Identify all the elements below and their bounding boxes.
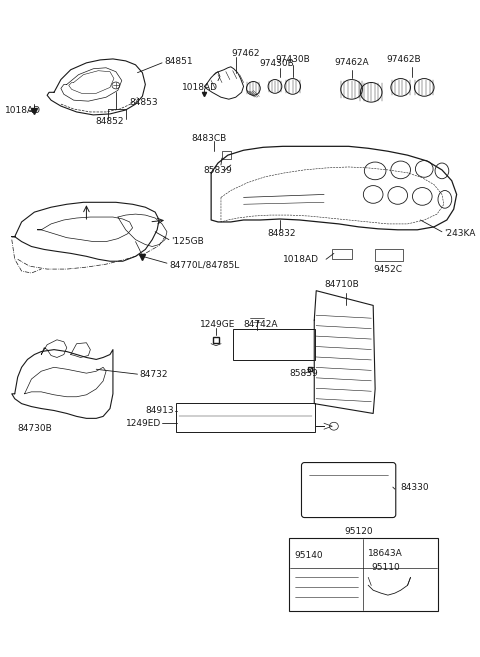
Text: 95110: 95110 xyxy=(371,563,400,572)
Text: 18643A: 18643A xyxy=(368,549,403,558)
Ellipse shape xyxy=(329,422,338,430)
Text: 97462: 97462 xyxy=(232,49,260,58)
Text: 1249ED: 1249ED xyxy=(126,419,161,428)
Text: 1018AD: 1018AD xyxy=(5,106,41,116)
Text: 97462A: 97462A xyxy=(334,58,369,68)
Text: 95140: 95140 xyxy=(295,551,323,560)
Text: '125GB: '125GB xyxy=(171,237,204,246)
Text: 84851: 84851 xyxy=(164,57,192,66)
Text: 1249GE: 1249GE xyxy=(200,319,236,328)
Text: 8483CB: 8483CB xyxy=(192,134,227,143)
Text: 97430B: 97430B xyxy=(259,59,294,68)
Text: 84913: 84913 xyxy=(145,406,174,415)
Text: 95120: 95120 xyxy=(344,527,373,536)
Bar xyxy=(332,250,351,260)
Text: 84852: 84852 xyxy=(96,118,124,126)
Bar xyxy=(375,250,403,261)
Text: 84742A: 84742A xyxy=(243,319,278,328)
Text: 84832: 84832 xyxy=(267,229,296,238)
Text: 84330: 84330 xyxy=(401,483,429,491)
Text: '243KA: '243KA xyxy=(444,229,475,238)
Text: 97430B: 97430B xyxy=(275,55,310,64)
Text: 97462B: 97462B xyxy=(386,55,420,64)
Bar xyxy=(222,151,231,159)
Text: 84710B: 84710B xyxy=(324,281,359,289)
Text: 84730B: 84730B xyxy=(18,424,52,433)
Text: 1018AD: 1018AD xyxy=(283,255,319,263)
Text: 9452C: 9452C xyxy=(373,265,402,273)
Text: 84853: 84853 xyxy=(130,98,158,106)
Text: 85839: 85839 xyxy=(204,166,232,175)
Text: 84732: 84732 xyxy=(140,370,168,378)
Text: 1018AD: 1018AD xyxy=(181,83,217,92)
Text: 84770L/84785L: 84770L/84785L xyxy=(169,261,239,269)
Text: 85839: 85839 xyxy=(290,369,318,378)
